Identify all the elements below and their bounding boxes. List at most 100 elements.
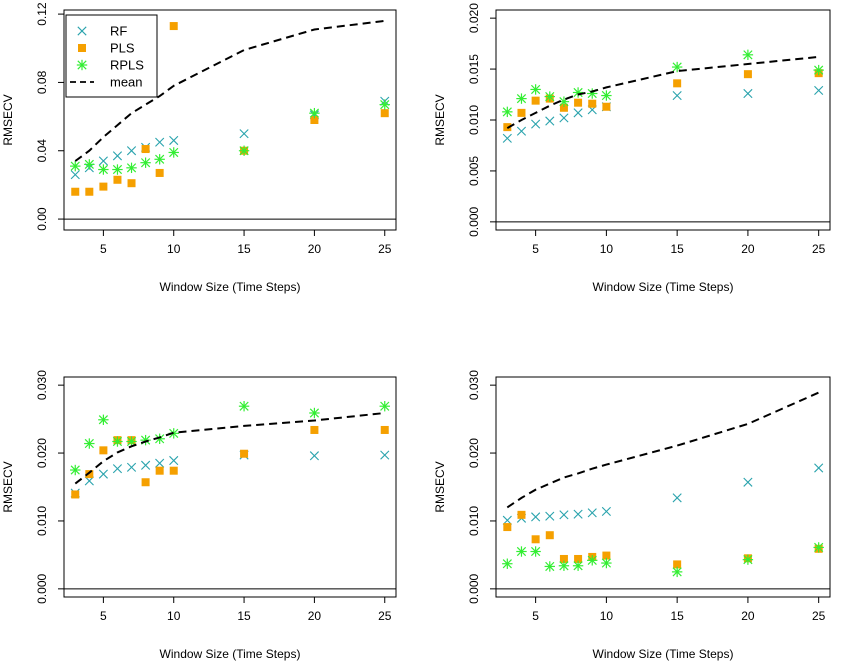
legend: RF PLS RPLS mean <box>65 14 158 98</box>
rf-point <box>743 88 753 99</box>
y-tick-label: 0.030 <box>35 370 49 400</box>
pls-point <box>71 490 80 499</box>
legend-label: mean <box>110 75 143 90</box>
y-tick-label: 0.08 <box>35 70 49 94</box>
pls-point <box>673 79 682 88</box>
rpls-point <box>530 84 541 95</box>
rf-point <box>545 511 555 521</box>
pls-point <box>155 168 164 177</box>
series-pls <box>71 425 389 499</box>
rpls-point <box>587 88 598 99</box>
pls-point <box>380 425 389 434</box>
mean-line <box>74 412 385 485</box>
rf-point <box>98 469 108 479</box>
x-tick-label: 5 <box>100 609 107 623</box>
rf-point <box>141 460 151 470</box>
rf-point <box>545 116 555 126</box>
rf-point <box>672 493 682 503</box>
rf-point <box>155 458 165 468</box>
x-axis-title: Window Size (Time Steps) <box>593 647 734 661</box>
rpls-point <box>112 436 123 447</box>
rpls-point <box>572 560 584 571</box>
y-tick-label: 0.015 <box>467 54 481 84</box>
x-tick-label: 20 <box>741 609 755 623</box>
rpls-point <box>813 542 824 553</box>
rpls-point <box>112 164 123 175</box>
rf-point <box>814 85 824 96</box>
x-tick-label: 20 <box>308 609 322 623</box>
x-tick-label: 10 <box>167 242 181 256</box>
pls-point <box>602 102 611 111</box>
rpls-point <box>70 160 81 172</box>
y-axis-title: RMSECV <box>433 94 447 145</box>
y-tick-label: 0.04 <box>35 139 49 163</box>
pls-point <box>743 70 752 79</box>
pls-point <box>71 187 80 196</box>
rpls-point <box>502 106 513 118</box>
rf-point <box>587 508 597 518</box>
plot-frame <box>495 9 831 231</box>
y-tick-label: 0.020 <box>35 438 49 468</box>
rf-point <box>573 509 583 519</box>
rf-point <box>309 451 319 461</box>
panel-bottom-right: 5 10 15 20 25 0.000 0.010 0.020 0.030 Window Size… <box>433 370 831 661</box>
pls-point <box>559 554 568 563</box>
x-tick-label: 5 <box>100 242 107 256</box>
rpls-point <box>601 557 612 569</box>
y-tick-label: 0.010 <box>467 506 481 536</box>
x-tick-label: 5 <box>532 609 539 623</box>
rpls-point <box>813 64 824 76</box>
y-tick-label: 0.020 <box>467 438 481 468</box>
y-tick-label: 0.000 <box>467 207 481 237</box>
rf-point <box>531 512 541 522</box>
rpls-point <box>168 147 179 158</box>
plot-frame <box>63 376 397 598</box>
rpls-point <box>154 433 165 444</box>
panel-bottom-left: 5 10 15 20 25 0.000 0.010 0.020 0.030 Window Size… <box>1 370 397 661</box>
pls-point <box>113 175 122 184</box>
pls-point <box>517 108 526 117</box>
rpls-point <box>671 566 683 578</box>
series-rf <box>70 96 390 180</box>
rf-point <box>516 126 527 136</box>
x-tick-label: 20 <box>741 242 755 256</box>
x-axis-title: Window Size (Time Steps) <box>160 647 301 661</box>
x-tick-label: 25 <box>378 609 392 623</box>
rpls-point <box>98 414 109 425</box>
rf-point <box>155 137 165 147</box>
y-axis-title: RMSECV <box>433 461 447 512</box>
mean-line <box>506 55 819 129</box>
y-tick-label: 0.12 <box>35 2 49 26</box>
x-axis-title: Window Size (Time Steps) <box>593 280 734 294</box>
x-tick-label: 25 <box>378 242 392 256</box>
rpls-point <box>84 438 95 449</box>
pls-point <box>310 425 319 434</box>
series-rf <box>70 450 390 498</box>
rf-point <box>559 510 569 520</box>
y-tick-label: 0.005 <box>467 156 481 186</box>
rf-point <box>239 129 249 139</box>
y-tick-label: 0.00 <box>35 207 49 231</box>
legend-label: RF <box>110 24 127 39</box>
pls-point <box>127 179 136 188</box>
rpls-point <box>238 400 250 412</box>
rf-point <box>169 455 179 466</box>
rf-point <box>169 135 179 146</box>
pls-point <box>574 554 583 563</box>
rpls-point <box>516 546 527 557</box>
rpls-point <box>84 159 95 170</box>
plot-frame <box>495 376 831 598</box>
rf-point <box>112 151 123 161</box>
pls-point <box>85 187 94 196</box>
pls-point <box>141 145 150 154</box>
x-tick-label: 15 <box>237 242 251 256</box>
pls-point <box>85 470 94 479</box>
rpls-point <box>98 164 109 175</box>
rpls-point <box>587 555 598 566</box>
pls-point <box>240 449 249 458</box>
y-tick-label: 0.030 <box>467 370 481 400</box>
legend-label: RPLS <box>110 58 144 73</box>
pls-point <box>602 551 611 560</box>
rf-point <box>126 146 137 156</box>
pls-point <box>673 560 682 569</box>
